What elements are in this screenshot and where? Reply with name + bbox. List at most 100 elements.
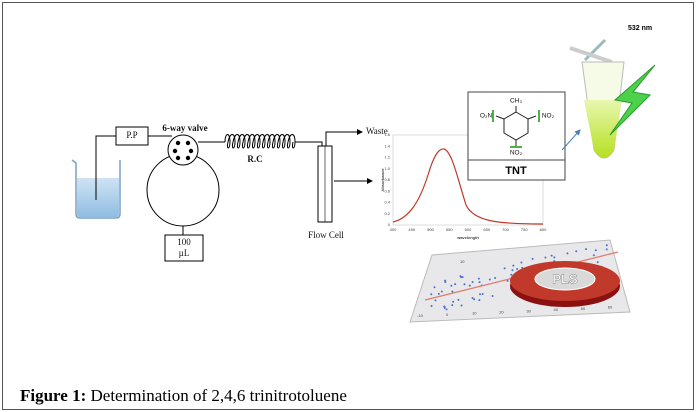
scatter-dot xyxy=(440,290,443,293)
valve-ports xyxy=(172,140,194,161)
scatter-dot xyxy=(520,261,523,264)
scatter-dot xyxy=(452,300,455,303)
scatter-dot xyxy=(463,283,466,286)
scatter-dot xyxy=(457,298,460,301)
scatter-dot xyxy=(445,308,448,311)
scatter-dot xyxy=(430,305,433,308)
regression-x-tick: 60 xyxy=(608,305,613,310)
substituent: CH₃ xyxy=(510,98,522,105)
nitro-marks xyxy=(492,110,540,148)
coil-label: R.C xyxy=(247,154,262,164)
regression-x-tick: 10 xyxy=(472,311,477,316)
caption: Figure 1: Determination of 2,4,6 trinitr… xyxy=(20,386,347,405)
spectrum-y-tick: 0 xyxy=(388,222,391,227)
spectrum-x-label: wavelength xyxy=(456,235,479,240)
loop-label: 100 xyxy=(177,237,191,247)
scatter-dot xyxy=(478,281,481,284)
scatter-dot xyxy=(512,264,515,267)
regression-y-tick: 10 xyxy=(460,259,465,264)
scatter-dot xyxy=(481,293,484,296)
spectrum-x-tick: 550 xyxy=(446,227,453,232)
beaker xyxy=(71,159,121,219)
laser-label: 532 nm xyxy=(628,25,652,32)
scatter-dot xyxy=(471,297,474,300)
spectrum-x-tick: 450 xyxy=(408,227,415,232)
scatter-dot xyxy=(510,273,513,276)
scatter-dot xyxy=(605,244,608,247)
spectrum-x-tick: 500 xyxy=(427,227,434,232)
scatter-dot xyxy=(443,305,446,308)
spectrum-y-tick: 1.0 xyxy=(384,166,390,171)
scatter-dot xyxy=(544,256,547,259)
valve xyxy=(167,134,199,166)
waste-label: Waste xyxy=(366,126,388,136)
scatter-dot xyxy=(553,256,556,259)
regression-x-tick: 30 xyxy=(526,308,531,313)
substituent: NO₂ xyxy=(510,150,523,157)
scatter-dot xyxy=(584,248,587,251)
scatter-dot xyxy=(491,295,494,298)
scatter-dot xyxy=(461,276,464,279)
regression-x-tick: -10 xyxy=(417,313,424,318)
loop-box xyxy=(164,234,204,262)
scatter-dot xyxy=(594,249,597,252)
molecule-name: TNT xyxy=(505,165,527,177)
regression-x-tick: 40 xyxy=(553,307,558,312)
spectrum-x-tick: 750 xyxy=(521,227,528,232)
laser-bolt xyxy=(609,64,656,136)
spectrum-x-tick: 400 xyxy=(390,227,397,232)
scatter-dot xyxy=(531,257,534,260)
scatter-dot xyxy=(473,298,476,301)
scatter-dot xyxy=(478,299,481,302)
pump-box xyxy=(115,126,149,146)
spectrum-x-tick: 700 xyxy=(502,227,509,232)
substituent: NO₂ xyxy=(542,113,555,120)
scatter-dot xyxy=(479,293,482,296)
spectrum-y-tick: 0.8 xyxy=(384,177,390,182)
regression-x-tick: 20 xyxy=(499,309,504,314)
spectrum-x-tick: 800 xyxy=(540,227,547,232)
scatter-dot xyxy=(596,261,599,264)
scatter-dot xyxy=(471,280,474,283)
scatter-dot xyxy=(566,252,569,255)
caption-text: Determination of 2,4,6 trinitrotoluene xyxy=(91,386,347,405)
scatter-dot xyxy=(592,254,595,257)
regression-x-tick: 0 xyxy=(446,312,449,317)
scatter-dot xyxy=(516,268,519,271)
pls-label: PLS xyxy=(552,271,578,286)
scatter-dot xyxy=(488,278,491,281)
scatter-dot xyxy=(451,304,454,307)
loop-label: µL xyxy=(179,248,190,258)
spectrum-x-tick: 650 xyxy=(483,227,490,232)
spectrum-x-tick: 600 xyxy=(465,227,472,232)
scatter-dot xyxy=(450,284,453,287)
regression-plot xyxy=(409,239,631,323)
scatter-dot xyxy=(511,269,514,272)
scatter-dot xyxy=(506,279,509,282)
flow-cell-label: Flow Cell xyxy=(308,230,344,240)
scatter-dot xyxy=(550,254,553,257)
scatter-dot xyxy=(430,293,433,296)
scatter-dot xyxy=(451,290,454,293)
spectrum-y-tick: 1.6 xyxy=(384,132,390,137)
scatter-dot xyxy=(575,250,578,253)
regression-x-tick: 50 xyxy=(581,306,586,311)
scatter-dot xyxy=(477,277,480,280)
spectrum-y-tick: 0.2 xyxy=(384,211,390,216)
scatter-dot xyxy=(454,283,457,286)
valve-label: 6-way valve xyxy=(162,123,207,133)
scatter-dot xyxy=(503,267,506,270)
spectrum-y-tick: 1.4 xyxy=(384,143,390,148)
substituent: O₂N xyxy=(480,113,493,120)
scatter-dot xyxy=(605,248,608,251)
scatter-dot xyxy=(460,304,463,307)
arrow xyxy=(561,129,581,151)
pump-label: P.P xyxy=(126,130,137,140)
spectrum-y-label: Absorbance xyxy=(380,168,385,192)
scatter-dot xyxy=(468,284,471,287)
cuvette xyxy=(569,38,625,159)
scatter-dot xyxy=(437,292,440,295)
bonds xyxy=(495,106,537,146)
scatter-dot xyxy=(459,275,462,278)
